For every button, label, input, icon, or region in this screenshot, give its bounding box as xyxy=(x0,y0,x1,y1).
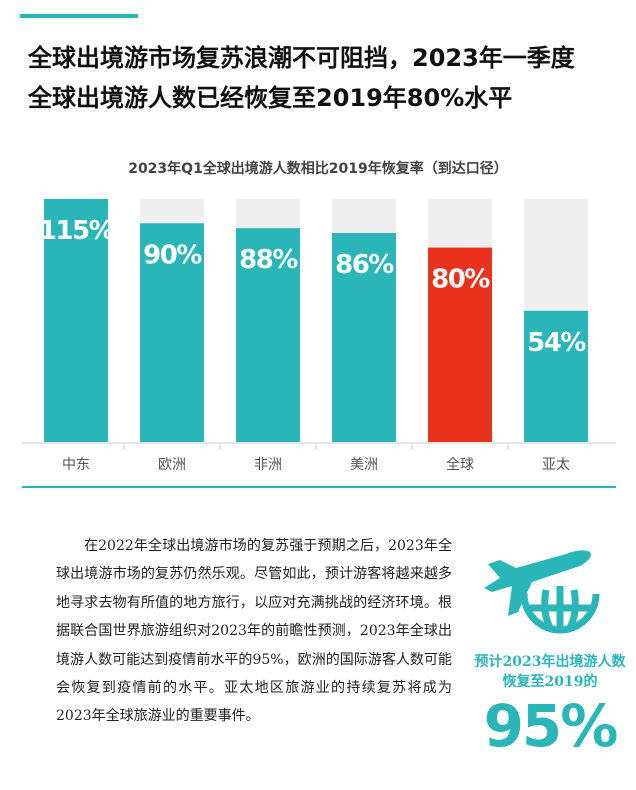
category-label: 中东 xyxy=(62,457,90,473)
forecast-caption-line-1: 预计2023年出境游人数 xyxy=(474,654,626,670)
bar-2 xyxy=(236,228,300,442)
top-accent-rule xyxy=(20,14,138,18)
forecast-panel: 预计2023年出境游人数 恢复至2019的 95% xyxy=(470,520,630,780)
headline-line-1: 全球出境游市场复苏浪潮不可阻挡，2023年一季度 xyxy=(28,44,575,72)
category-label: 非洲 xyxy=(254,457,282,473)
bar-0 xyxy=(44,199,108,442)
forecast-caption-line-2: 恢复至2019的 xyxy=(502,674,598,690)
page-headline: 全球出境游市场复苏浪潮不可阻挡，2023年一季度 全球出境游人数已经恢复至201… xyxy=(28,38,618,118)
category-label: 欧洲 xyxy=(158,457,186,473)
bar-4 xyxy=(428,247,492,442)
category-label: 全球 xyxy=(446,456,474,473)
category-label: 美洲 xyxy=(350,457,378,473)
forecast-value: 95% xyxy=(483,692,619,760)
airplane-globe-icon xyxy=(484,550,600,634)
chart-title: 2023年Q1全球出境游人数相比2019年恢复率（到达口径） xyxy=(128,161,508,177)
body-paragraph: 在2022年全球出境游市场的复苏强于预期之后，2023年全球出境游市场的复苏仍然… xyxy=(56,538,452,725)
recovery-bar-chart: 115% 中东 90% 欧洲 88% 非洲 86% 美洲 80% 全球 54% 亚太 xyxy=(22,199,616,473)
bar-3 xyxy=(332,233,396,442)
category-label: 亚太 xyxy=(542,457,570,473)
headline-line-2: 全球出境游人数已经恢复至2019年80%水平 xyxy=(28,84,513,112)
bar-value-label: 90% xyxy=(143,240,202,270)
bar-value-label: 115% xyxy=(39,216,115,246)
bar-value-label: 80% xyxy=(431,265,490,295)
bar-value-label: 88% xyxy=(239,245,298,275)
bar-value-label: 86% xyxy=(335,250,394,280)
bar-1 xyxy=(140,223,204,442)
forecast-caption: 预计2023年出境游人数 恢复至2019的 xyxy=(470,652,630,692)
bar-value-label: 54% xyxy=(527,328,586,358)
bar-5 xyxy=(524,310,588,442)
chart-bottom-rule xyxy=(22,486,616,488)
